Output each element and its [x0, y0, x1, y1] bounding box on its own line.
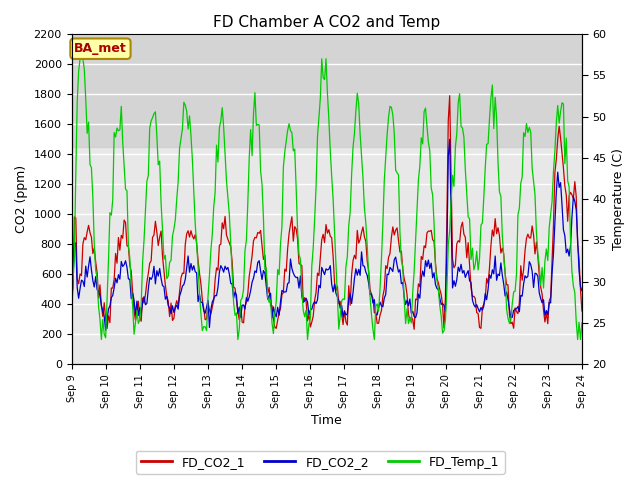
Y-axis label: CO2 (ppm): CO2 (ppm): [15, 165, 28, 233]
Bar: [72, 34, 582, 146]
Title: FD Chamber A CO2 and Temp: FD Chamber A CO2 and Temp: [213, 15, 440, 30]
X-axis label: Time: Time: [311, 414, 342, 427]
Text: BA_met: BA_met: [74, 42, 127, 55]
Y-axis label: Temperature (C): Temperature (C): [612, 148, 625, 250]
Legend: FD_CO2_1, FD_CO2_2, FD_Temp_1: FD_CO2_1, FD_CO2_2, FD_Temp_1: [136, 451, 504, 474]
